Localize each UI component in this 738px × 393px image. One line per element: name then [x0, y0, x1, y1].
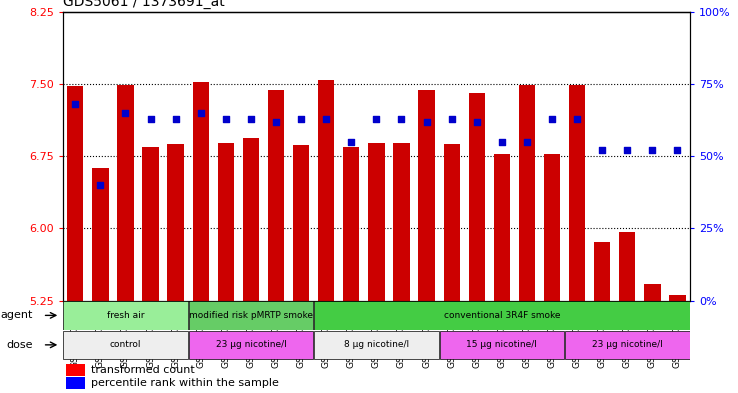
Point — [370, 116, 382, 122]
Point — [646, 147, 658, 154]
Point — [496, 139, 508, 145]
Bar — [67, 86, 83, 301]
Point — [69, 101, 81, 107]
Bar — [142, 147, 159, 301]
FancyBboxPatch shape — [189, 331, 313, 359]
Point — [446, 116, 458, 122]
Bar — [494, 154, 510, 301]
FancyBboxPatch shape — [63, 301, 187, 329]
Bar — [92, 168, 108, 301]
Bar — [168, 144, 184, 301]
Bar — [268, 90, 284, 301]
Point — [471, 118, 483, 125]
Point — [421, 118, 432, 125]
Text: modified risk pMRTP smoke: modified risk pMRTP smoke — [189, 311, 313, 320]
Point — [245, 116, 257, 122]
Point — [596, 147, 608, 154]
Bar — [569, 85, 585, 301]
Point — [546, 116, 558, 122]
Bar — [644, 284, 661, 301]
Bar — [418, 90, 435, 301]
Bar — [243, 138, 259, 301]
Bar — [619, 232, 635, 301]
FancyBboxPatch shape — [314, 301, 689, 329]
Point — [295, 116, 307, 122]
Bar — [444, 144, 460, 301]
Point — [621, 147, 633, 154]
Text: dose: dose — [6, 340, 32, 350]
Bar — [393, 143, 410, 301]
Bar — [218, 143, 234, 301]
FancyBboxPatch shape — [189, 301, 313, 329]
Text: conventional 3R4F smoke: conventional 3R4F smoke — [444, 311, 560, 320]
Point — [220, 116, 232, 122]
Text: fresh air: fresh air — [107, 311, 144, 320]
Point — [521, 139, 533, 145]
FancyBboxPatch shape — [440, 331, 564, 359]
Bar — [66, 377, 85, 389]
Bar — [368, 143, 384, 301]
Text: 15 μg nicotine/l: 15 μg nicotine/l — [466, 340, 537, 349]
Bar — [293, 145, 309, 301]
Bar — [117, 85, 134, 301]
Point — [145, 116, 156, 122]
Point — [94, 182, 106, 188]
Point — [120, 110, 131, 116]
Point — [571, 116, 583, 122]
Point — [345, 139, 357, 145]
Point — [270, 118, 282, 125]
Bar — [318, 80, 334, 301]
Bar — [519, 85, 535, 301]
Text: transformed count: transformed count — [91, 365, 195, 375]
Text: 23 μg nicotine/l: 23 μg nicotine/l — [592, 340, 663, 349]
FancyBboxPatch shape — [63, 331, 187, 359]
Text: 23 μg nicotine/l: 23 μg nicotine/l — [215, 340, 286, 349]
Bar — [594, 242, 610, 301]
Text: percentile rank within the sample: percentile rank within the sample — [91, 378, 279, 388]
FancyBboxPatch shape — [314, 331, 438, 359]
Bar — [544, 154, 560, 301]
Text: agent: agent — [0, 310, 32, 320]
Point — [170, 116, 182, 122]
Bar — [66, 364, 85, 376]
Text: control: control — [110, 340, 141, 349]
Point — [195, 110, 207, 116]
FancyBboxPatch shape — [565, 331, 689, 359]
Point — [320, 116, 332, 122]
Bar — [469, 93, 485, 301]
Bar — [669, 295, 686, 301]
Bar — [193, 82, 209, 301]
Point — [672, 147, 683, 154]
Text: 8 μg nicotine/l: 8 μg nicotine/l — [344, 340, 409, 349]
Point — [396, 116, 407, 122]
Bar — [343, 147, 359, 301]
Text: GDS5061 / 1373691_at: GDS5061 / 1373691_at — [63, 0, 224, 9]
